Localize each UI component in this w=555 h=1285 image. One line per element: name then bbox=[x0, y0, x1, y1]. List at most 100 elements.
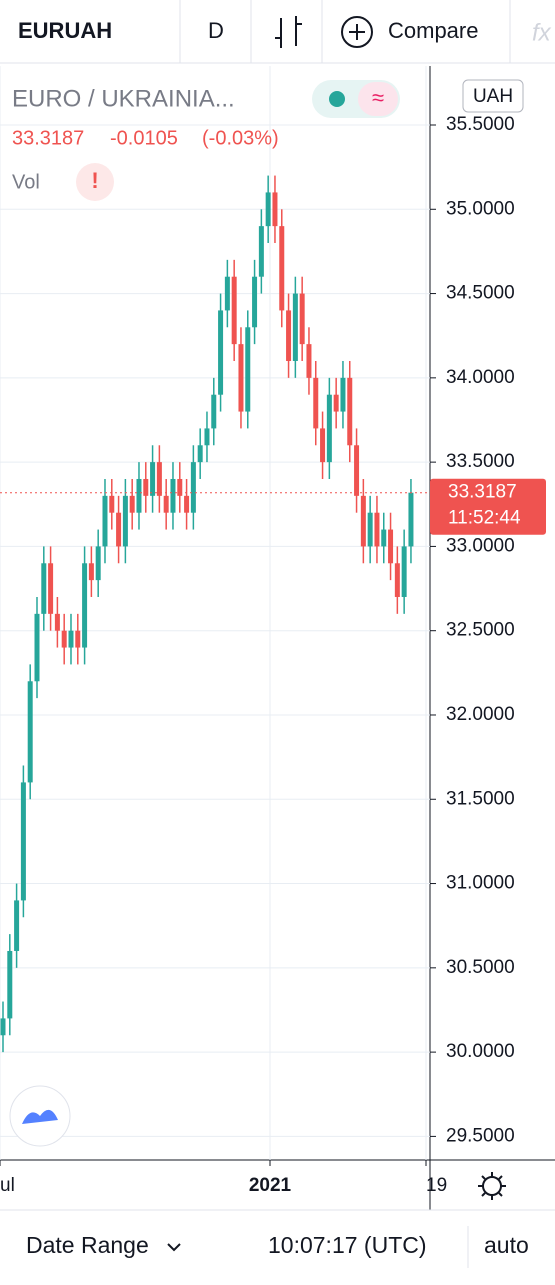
last-price: 33.3187 bbox=[12, 127, 84, 149]
candle-body bbox=[163, 495, 169, 513]
clock[interactable]: 10:07:17 (UTC) bbox=[268, 1232, 427, 1258]
y-tick-label: 30.5000 bbox=[446, 957, 515, 978]
candle-body bbox=[190, 462, 196, 513]
candle-body bbox=[258, 226, 264, 277]
symbol[interactable]: EURUAH bbox=[18, 18, 112, 43]
candle-body bbox=[408, 492, 414, 547]
candle-body bbox=[326, 394, 332, 463]
y-tick-label: 30.0000 bbox=[446, 1041, 515, 1062]
footer: Date Range 10:07:17 (UTC) auto bbox=[26, 1226, 529, 1268]
candle-body bbox=[272, 192, 278, 227]
toolbar: EURUAH D Compare fx bbox=[0, 0, 555, 64]
candle-body bbox=[245, 327, 251, 412]
y-tick-label: 32.5000 bbox=[446, 620, 515, 641]
y-tick-label: 34.0000 bbox=[446, 367, 515, 388]
grid bbox=[0, 66, 430, 1160]
candle-body bbox=[0, 1018, 6, 1036]
compare[interactable]: Compare bbox=[388, 18, 478, 43]
candle-body bbox=[61, 630, 67, 648]
chart-type-icon[interactable] bbox=[275, 16, 302, 48]
candle-body bbox=[75, 630, 81, 648]
y-tick-label: 35.0000 bbox=[446, 198, 515, 219]
error-badge[interactable] bbox=[76, 163, 114, 201]
market-open-dot bbox=[329, 91, 345, 107]
candle-body bbox=[150, 462, 156, 496]
x-tick-label: 19 bbox=[426, 1175, 447, 1196]
scale-mode[interactable]: auto bbox=[484, 1232, 529, 1258]
compare-icon[interactable] bbox=[341, 16, 373, 48]
candle-body bbox=[340, 377, 346, 412]
candle-body bbox=[14, 900, 20, 951]
change-percent: (-0.03%) bbox=[202, 127, 279, 149]
indicators-icon[interactable]: fx bbox=[532, 19, 552, 46]
compare-plus bbox=[349, 24, 365, 40]
time-axis: ul 2021 19 bbox=[0, 1160, 447, 1196]
candle-body bbox=[122, 495, 128, 547]
candle-body bbox=[360, 495, 366, 547]
delayed-badge bbox=[358, 82, 398, 116]
instrument-name: EURO / UKRAINIA... bbox=[12, 85, 235, 112]
x-tick-label: ul bbox=[0, 1175, 15, 1196]
delayed-icon: ≈ bbox=[372, 85, 384, 110]
candle-body bbox=[218, 310, 224, 395]
candle-body bbox=[109, 495, 115, 513]
legend: EURO / UKRAINIA... ≈ 33.3187 -0.0105 (-0… bbox=[12, 80, 400, 201]
candle-body bbox=[374, 512, 380, 547]
y-tick-label: 29.5000 bbox=[446, 1125, 515, 1146]
y-tick-label: 34.5000 bbox=[446, 283, 515, 304]
date-range[interactable]: Date Range bbox=[26, 1232, 149, 1258]
candle-body bbox=[292, 293, 298, 361]
candle-body bbox=[102, 495, 108, 547]
chevron bbox=[167, 1243, 181, 1252]
last-price-label: 33.3187 bbox=[448, 482, 517, 503]
candle-body bbox=[54, 613, 60, 631]
candle-body bbox=[388, 529, 394, 564]
candle-body bbox=[252, 276, 258, 328]
error-icon: ! bbox=[91, 168, 98, 193]
countdown: 11:52:44 bbox=[448, 508, 521, 529]
candle-body bbox=[197, 445, 203, 463]
currency: UAH bbox=[473, 86, 513, 107]
candle-body bbox=[156, 462, 162, 496]
candle-body bbox=[41, 563, 47, 614]
y-tick-label: 33.0000 bbox=[446, 535, 515, 556]
price-axis: 29.5000 30.0000 30.5000 31.0000 31.5000 32.00… bbox=[430, 114, 546, 1146]
change: -0.0105 bbox=[110, 127, 178, 149]
settings-rays bbox=[478, 1172, 506, 1200]
logo-mark bbox=[22, 1109, 58, 1124]
last-price-box bbox=[430, 478, 546, 535]
candles bbox=[0, 175, 430, 1053]
interval[interactable]: D bbox=[208, 18, 224, 43]
candle-body bbox=[88, 563, 94, 581]
candle-body bbox=[313, 377, 319, 429]
candle-body bbox=[299, 293, 305, 345]
candle-body bbox=[401, 546, 407, 597]
candle-body bbox=[347, 377, 353, 446]
y-tick-label: 31.5000 bbox=[446, 788, 515, 809]
candle-body bbox=[68, 630, 74, 648]
candle-body bbox=[231, 276, 237, 345]
candle-body bbox=[27, 681, 33, 783]
candle-body bbox=[7, 950, 13, 1019]
candle-body bbox=[265, 192, 271, 227]
candle-body bbox=[367, 512, 373, 547]
candle-body bbox=[204, 428, 210, 446]
candle-body bbox=[20, 782, 26, 901]
candle-body bbox=[184, 495, 190, 513]
candle-body bbox=[333, 394, 339, 412]
volume-label: Vol bbox=[12, 171, 40, 193]
candle-body bbox=[34, 613, 40, 682]
candle-body bbox=[279, 226, 285, 311]
candle-body bbox=[224, 276, 230, 311]
candle-body bbox=[238, 344, 244, 412]
candle-body bbox=[82, 563, 88, 648]
settings-icon[interactable] bbox=[482, 1176, 502, 1196]
x-tick-label: 2021 bbox=[249, 1175, 292, 1196]
candle-body bbox=[48, 563, 54, 614]
candle-body bbox=[354, 445, 360, 496]
candle-body bbox=[136, 478, 142, 513]
currency-box[interactable] bbox=[462, 79, 524, 113]
candle-body bbox=[129, 495, 135, 513]
